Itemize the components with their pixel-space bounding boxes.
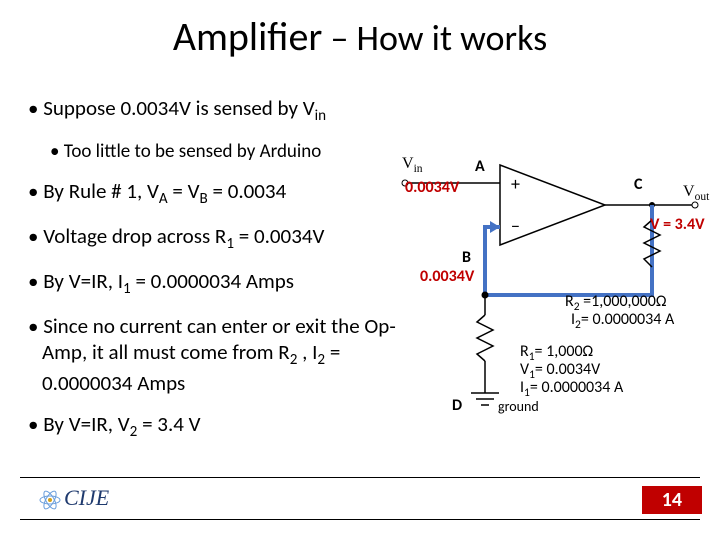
slide: Amplifier – How it works Suppose 0.0034V… [0,0,720,540]
vin-sub: in [414,163,423,175]
b6-pre: By V=IR, V [43,411,129,437]
b4-pre: By V=IR, I [43,268,123,294]
footer-rule-1 [20,477,700,479]
bullet-list: Suppose 0.0034V is sensed by Vin Too lit… [28,95,408,456]
b4-sub: 1 [123,280,131,298]
r1b: = 1,000Ω [535,342,594,361]
bullet-6: By V=IR, V2 = 3.4 V [28,411,408,442]
title-dash: – [322,16,356,60]
label-vout: Vout [683,183,709,203]
plus-sign: + [511,173,520,195]
label-vin: Vin [402,155,423,175]
page-number: 14 [642,486,702,514]
i1b: = 0.0000034 A [530,378,623,397]
b5-mid: , I [297,339,317,365]
bullet-1: Suppose 0.0034V is sensed by Vin [28,95,408,126]
label-val-b: 0.0034V [420,267,474,286]
b2-post: = 0.0034 [208,178,286,204]
r2a: R [565,292,574,311]
bullet-5: Since no current can enter or exit the O… [28,313,408,397]
vout-sub: out [695,191,710,203]
b1-text: Suppose 0.0034V is sensed by V [43,95,314,121]
v1b: = 0.0034V [535,360,600,379]
feedback-arrowhead [490,221,500,233]
label-b: B [462,248,471,267]
label-ground: ground [498,398,539,415]
bullet-4: By V=IR, I1 = 0.0000034 Amps [28,268,408,299]
label-i2: I2= 0.0000034 A [571,310,674,332]
opamp-diagram: + − [395,155,715,445]
label-c: C [634,175,642,194]
v1a: V [520,360,529,379]
logo-text: CIJE [64,485,109,510]
b3-pre: Voltage drop across R [43,223,226,249]
minus-sign: − [511,215,520,237]
label-d: D [452,396,462,415]
b5-sub2: 2 [317,352,325,370]
atom-icon [38,488,62,512]
b3-sub: 1 [226,235,234,253]
r2b: =1,000,000Ω [580,292,667,311]
b3-post: = 0.0034V [234,223,324,249]
title-pre: Amplifier [173,12,323,61]
b2-pre: By Rule # 1, V [43,178,159,204]
bullet-3: Voltage drop across R1 = 0.0034V [28,223,408,254]
vout-v: V [683,183,695,200]
label-vred: V = 3.4V [650,215,705,234]
b2-mid: = V [168,178,200,204]
b2-b: B [200,190,208,208]
slide-title: Amplifier – How it works [0,12,720,61]
r1a: R [520,342,529,361]
b1-sub: in [315,107,326,125]
i2b: = 0.0000034 A [581,310,674,329]
b5-pre: Since no current can enter or exit the O… [42,313,396,365]
vin-v: V [402,155,414,172]
label-val-a: 0.0034V [405,178,459,197]
footer-rule-2 [20,519,700,521]
label-i1: I1= 0.0000034 A [520,378,623,400]
b4-post: = 0.0000034 Amps [131,268,294,294]
bullet-2: By Rule # 1, VA = VB = 0.0034 [28,178,408,209]
label-a: A [475,157,485,176]
title-post: How it works [357,16,548,60]
resistor-r1 [477,315,493,361]
b2-a: A [159,190,168,208]
b6-post: = 3.4 V [137,411,200,437]
logo: CIJE [38,485,109,512]
bullet-1-sub: Too little to be sensed by Arduino [50,140,408,164]
